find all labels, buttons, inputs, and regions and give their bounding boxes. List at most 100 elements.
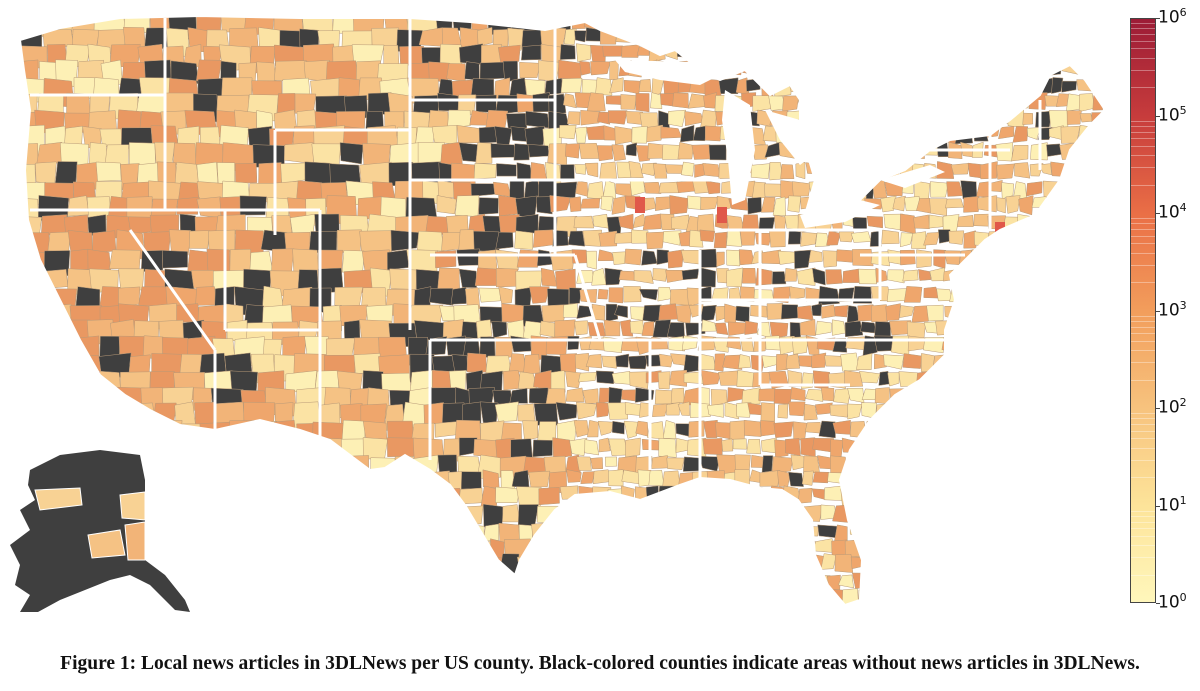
county-no-data [832,337,848,353]
county [1049,249,1065,268]
colorbar-tick [1156,505,1160,507]
county-no-data [611,420,625,435]
county [578,372,597,383]
county-no-data [812,267,826,286]
county [872,125,891,142]
county [474,541,493,555]
county [134,421,157,446]
county [624,248,642,266]
county [344,486,374,509]
colorbar-minor-line [1131,229,1155,231]
county [815,320,832,336]
county [820,387,835,402]
county [789,286,806,300]
county [847,387,865,403]
county [190,572,219,603]
county [1078,370,1096,386]
county [476,319,493,339]
county-high-count [635,197,645,213]
county [851,163,872,176]
alaska-county [124,521,146,561]
county [225,606,244,627]
county [887,372,900,387]
county-no-data [979,587,993,601]
county [887,249,903,265]
county [769,230,786,248]
county [915,604,936,605]
county-no-data [860,321,878,334]
county [405,503,425,526]
county [161,538,184,566]
county [850,231,872,243]
county [822,27,838,46]
county-no-data [790,554,812,573]
county [20,336,37,360]
county [605,538,626,552]
county [886,269,905,284]
county [666,457,685,470]
county [183,438,206,463]
county [631,229,649,244]
county-high-count [90,372,100,388]
county [1053,337,1071,354]
county [693,28,709,44]
county [618,270,636,281]
county-no-data [559,44,576,60]
county [376,606,410,625]
colorbar-minor-line [1131,320,1155,322]
county [1018,470,1036,483]
county [353,504,383,533]
county-no-data [818,420,836,439]
county [995,419,1008,438]
county [622,524,639,544]
county [576,401,597,420]
county [979,553,997,570]
county [1087,522,1104,544]
county [743,419,762,437]
county [953,46,973,59]
county [881,229,900,245]
county [991,322,1013,339]
county [829,404,850,418]
county [173,506,203,535]
county [887,128,905,144]
county [651,455,668,469]
county [741,214,760,231]
county [20,320,42,342]
county-no-data [1061,80,1077,93]
county [916,59,937,75]
county [940,487,960,503]
alaska-county [119,491,146,521]
county [825,181,845,197]
county [1054,604,1068,605]
county [1095,77,1105,98]
county [544,604,562,605]
county [644,181,662,194]
county [1085,387,1104,406]
county [1095,588,1105,605]
county [1094,320,1105,337]
county-no-data [771,271,787,285]
county [1005,77,1024,98]
county [1013,335,1029,352]
county [900,485,918,502]
county-no-data [859,43,879,64]
county [342,572,367,602]
county [848,27,865,43]
county [1102,125,1105,143]
county [20,369,42,397]
county [369,541,399,562]
county [156,607,179,634]
county [795,573,813,590]
county [111,402,132,430]
county [716,251,725,267]
county [970,485,987,502]
county [951,61,969,75]
colorbar-minor-line [1131,138,1155,140]
county [984,572,1001,589]
county [623,604,640,605]
county-no-data [699,304,717,322]
county [812,370,830,390]
county [943,27,959,47]
county [567,111,581,125]
